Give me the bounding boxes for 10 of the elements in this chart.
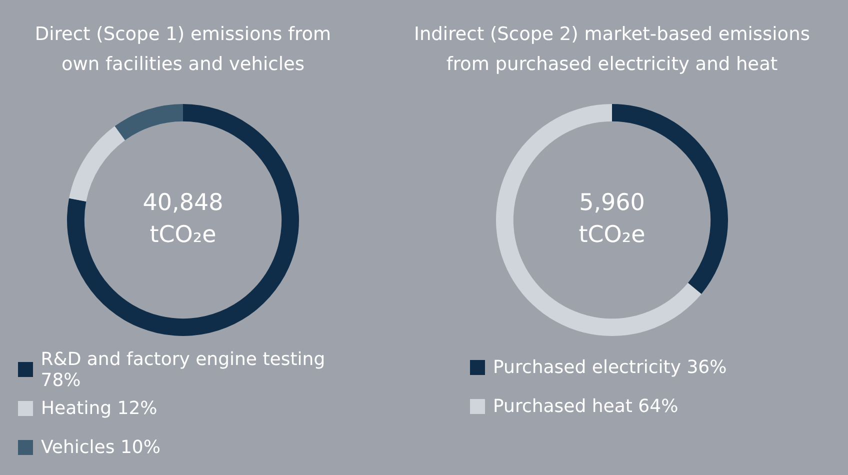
legend-label: Heating 12% — [41, 398, 158, 419]
text: 40,848 tCO₂e — [142, 190, 224, 248]
chart-title: Indirect (Scope 2) market-based emissions from purchased electricity and heat — [413, 23, 811, 77]
legend-label: Purchased electricity 36% — [493, 357, 727, 378]
chart-title: Direct (Scope 1) emissions from own facilities and vehicles — [34, 23, 332, 77]
text: 5,960 tCO₂e — [578, 190, 646, 248]
legend-label: Purchased heat 64% — [493, 396, 678, 417]
legend-label: R&D and factory engine testing — [40, 348, 326, 370]
legend-label: Vehicles 10% — [41, 437, 160, 458]
data-label: 78% — [40, 370, 81, 390]
